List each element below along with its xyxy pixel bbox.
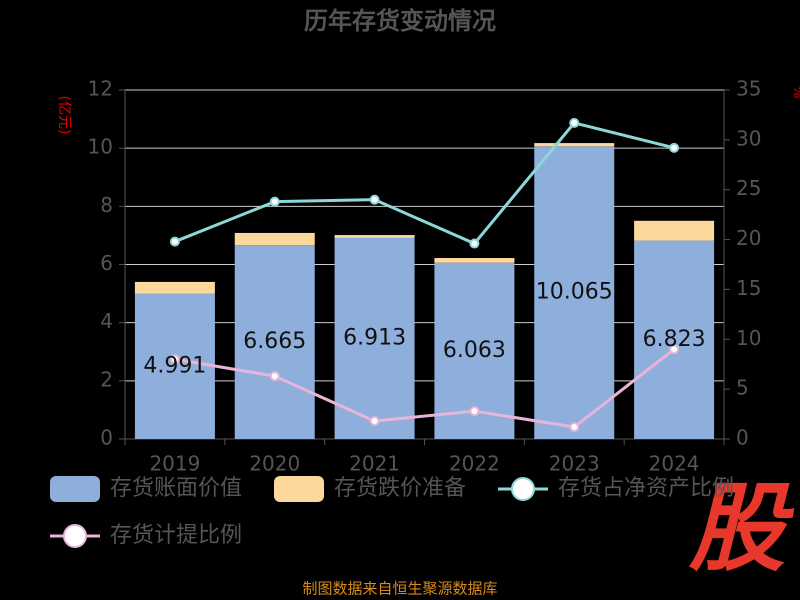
line	[174, 121, 675, 246]
x-tick-label: 2023	[549, 452, 600, 476]
data-label: 4.991	[143, 353, 206, 378]
bar	[134, 293, 215, 439]
y2-tick-label: 0	[736, 426, 749, 450]
legend-swatch	[511, 477, 535, 501]
line-point	[269, 371, 280, 382]
y-tick-label: 2	[100, 367, 113, 391]
legend-label: 存货账面价值	[110, 476, 242, 501]
data-label: 10.065	[536, 280, 613, 305]
line-point	[569, 422, 580, 433]
y2-tick-label: 15	[736, 276, 761, 300]
watermark: 股	[688, 472, 795, 584]
y2-tick-label: 35	[736, 77, 761, 101]
line	[174, 348, 676, 429]
chart-title: 历年存货变动情况	[304, 7, 496, 35]
data-label: 6.913	[343, 325, 406, 350]
data-label: 6.063	[443, 338, 506, 363]
legend-swatch	[50, 476, 100, 502]
legend-swatch	[274, 476, 324, 502]
data-label: 6.665	[243, 329, 306, 354]
legend-label: 存货跌价准备	[334, 476, 466, 501]
x-tick-label: 2022	[449, 452, 500, 476]
y2-tick-label: 25	[736, 176, 761, 200]
x-tick-label: 2020	[249, 452, 300, 476]
legend-label: 存货计提比例	[110, 523, 242, 548]
x-tick-label: 2024	[649, 452, 700, 476]
y-tick-label: 0	[100, 426, 113, 450]
bar	[434, 258, 515, 263]
bar	[234, 245, 315, 439]
line-point	[469, 238, 480, 249]
bar	[634, 220, 715, 241]
legend-label: 存货占净资产比例	[558, 476, 734, 501]
line-point	[669, 142, 680, 153]
y-tick-label: 4	[100, 309, 113, 333]
line-point	[369, 416, 380, 427]
bar	[134, 281, 215, 294]
bar	[234, 232, 315, 246]
line-point	[169, 354, 180, 365]
legend-swatch	[63, 524, 87, 548]
bar	[334, 235, 415, 238]
bar	[334, 237, 415, 439]
x-tick-label: 2021	[349, 452, 400, 476]
line-point	[469, 406, 480, 417]
y2-tick-label: 10	[736, 326, 761, 350]
line-point	[369, 194, 380, 205]
line-point	[269, 196, 280, 207]
y2-tick-label: 5	[736, 376, 749, 400]
y-axis-label: (亿元)	[56, 96, 72, 135]
bar	[634, 240, 715, 439]
y-tick-label: 12	[88, 77, 113, 101]
y-tick-label: 10	[88, 135, 113, 159]
bar	[534, 143, 615, 147]
y2-tick-label: 20	[736, 226, 761, 250]
line-point	[569, 117, 580, 128]
line-point	[169, 236, 180, 247]
y-tick-label: 8	[100, 193, 113, 217]
data-label: 6.823	[643, 327, 706, 352]
bar	[534, 146, 615, 439]
source-note: 制图数据来自恒生聚源数据库	[302, 580, 497, 598]
y2-axis-label: %	[790, 85, 800, 98]
y-tick-label: 6	[100, 251, 113, 275]
y2-tick-label: 30	[736, 126, 761, 150]
line-point	[669, 344, 680, 355]
x-tick-label: 2019	[149, 452, 200, 476]
